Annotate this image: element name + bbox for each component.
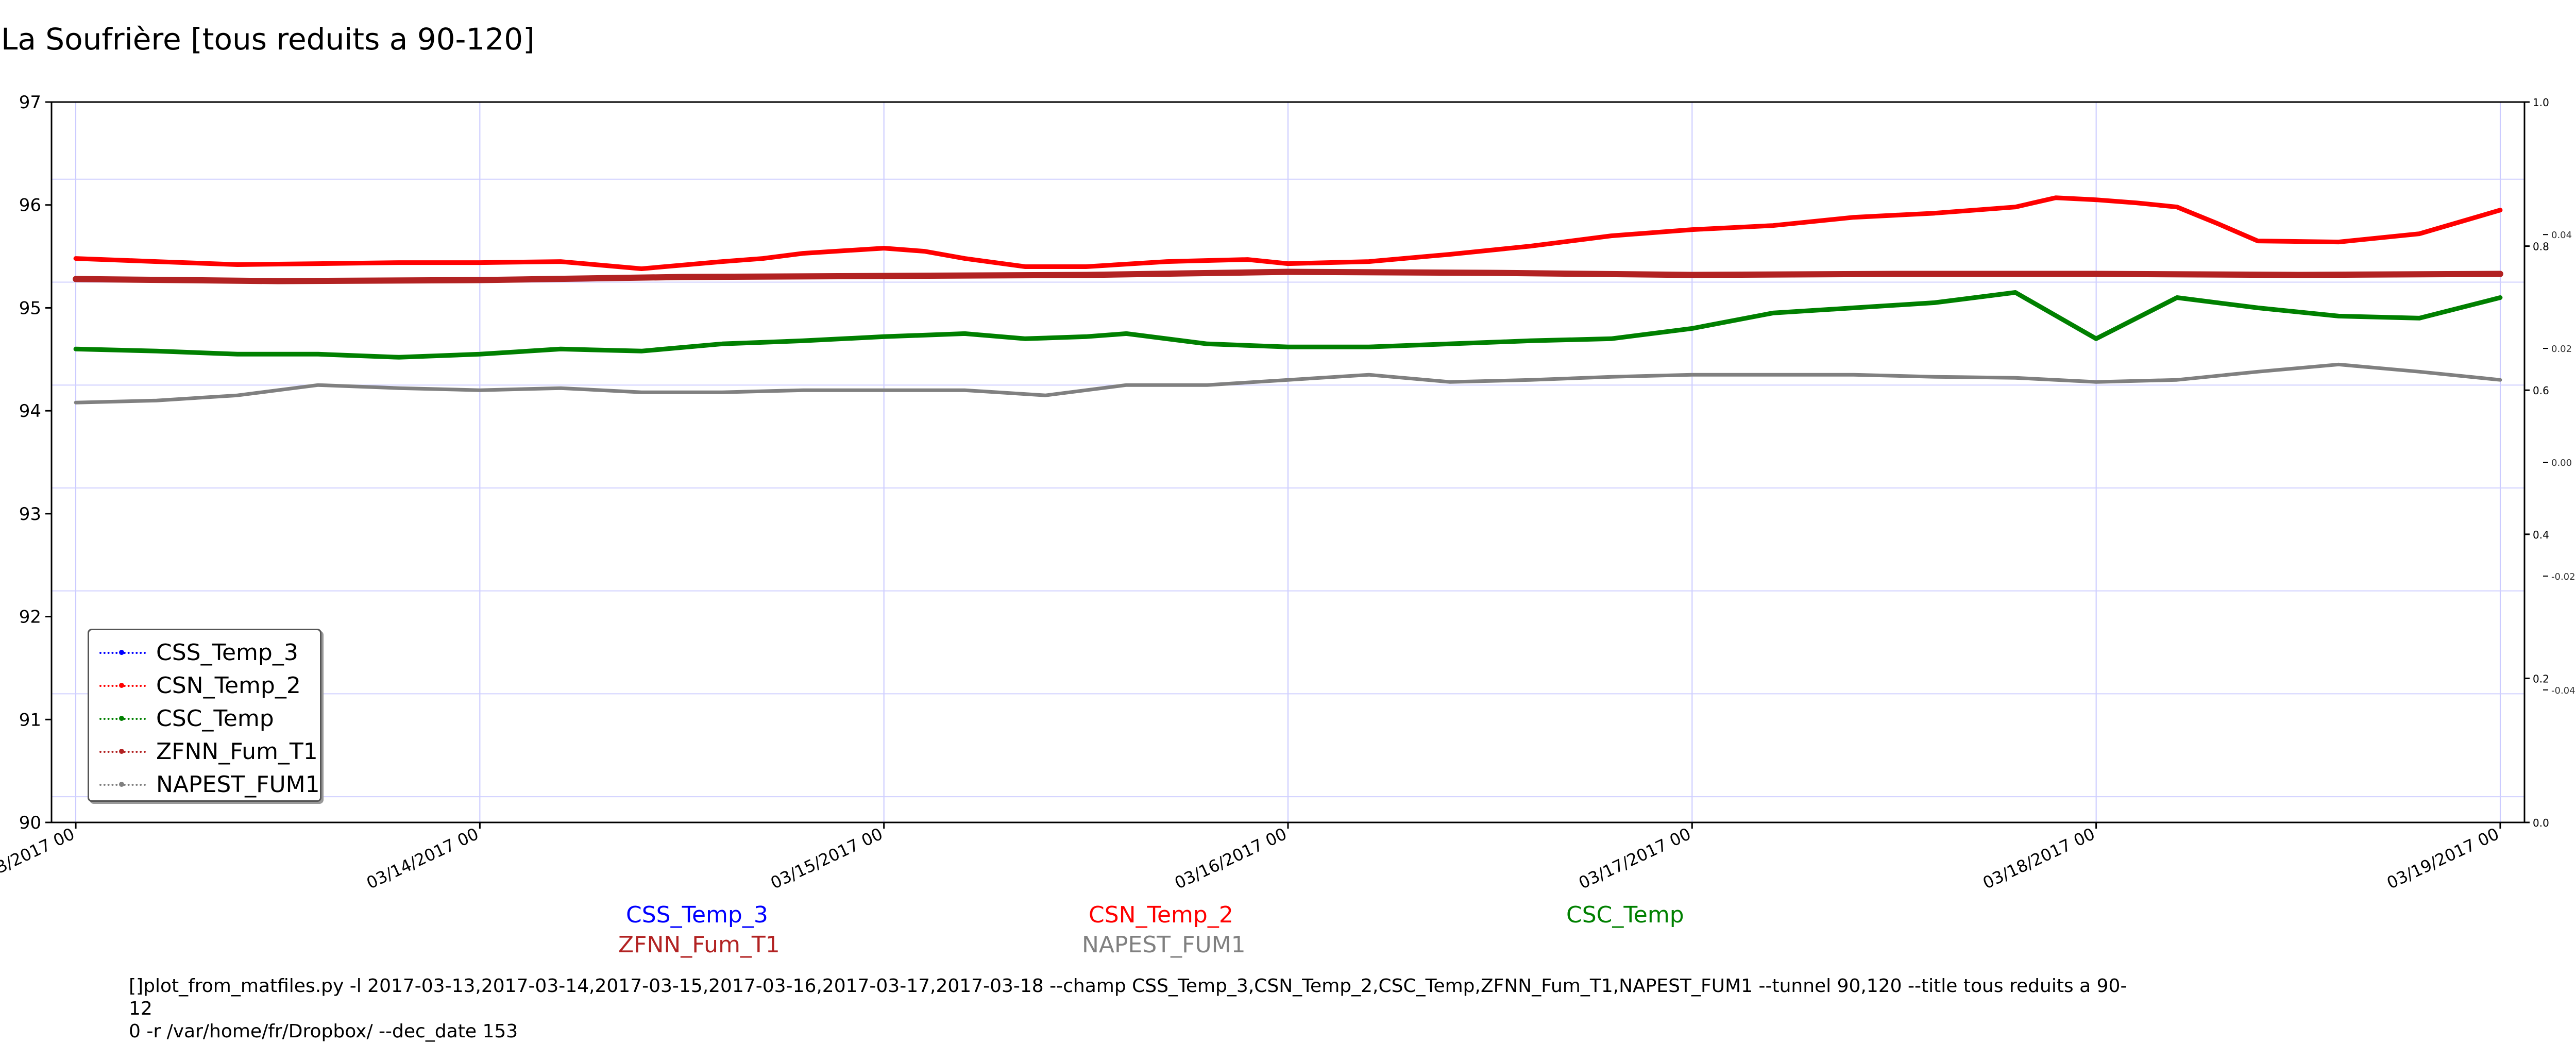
x-tick-label: 03/16/2017 00 — [1172, 824, 1290, 893]
legend: CSS_Temp_3 CSN_Temp_2 CSC_Temp ZFNN_Fum_… — [88, 629, 321, 802]
x-tick-label: 03/19/2017 00 — [2384, 824, 2502, 893]
right-tick-label: 0.6 — [2533, 384, 2549, 397]
series-label-napest-fum1: NAPEST_FUM1 — [1082, 932, 1246, 958]
x-tick-label: 03/18/2017 00 — [1980, 824, 2098, 893]
right-inner-tick-label: -0.04 — [2551, 685, 2575, 696]
legend-item: CSN_Temp_2 — [89, 669, 320, 702]
legend-label: CSN_Temp_2 — [156, 672, 301, 699]
y-tick-label: 90 — [19, 813, 41, 833]
y-tick-label: 96 — [19, 195, 41, 216]
y-tick-label: 91 — [19, 710, 41, 730]
series-line-zfnn-fum-t1 — [73, 268, 2503, 284]
legend-item: CSC_Temp — [89, 702, 320, 735]
right-tick-label: 0.8 — [2533, 241, 2549, 253]
legend-label: ZFNN_Fum_T1 — [156, 738, 318, 765]
y-axis-right-inner: -0.04 -0.02 0.00 0.02 0.04 — [2543, 230, 2575, 696]
right-tick-label: 0.2 — [2533, 672, 2549, 685]
series-line-csn-temp-2 — [73, 195, 2503, 271]
right-tick-label: 0.0 — [2533, 817, 2549, 829]
chart-plot: 90 91 92 93 94 95 96 97 03/13/2017 00 03/14/2017… — [0, 92, 2575, 893]
legend-label: CSS_Temp_3 — [156, 640, 298, 666]
series-label-css-temp-3: CSS_Temp_3 — [626, 902, 768, 928]
x-tick-label: 03/15/2017 00 — [768, 824, 886, 893]
series-line-csc-temp — [73, 290, 2503, 360]
right-tick-label: 1.0 — [2533, 96, 2549, 109]
y-tick-label: 94 — [19, 401, 41, 422]
y-tick-label: 93 — [19, 504, 41, 525]
y-axis-left: 90 91 92 93 94 95 96 97 — [19, 92, 52, 833]
right-inner-tick-label: -0.02 — [2551, 571, 2575, 582]
y-tick-label: 97 — [19, 92, 41, 113]
chart-title: La Soufrière [tous reduits a 90-120] — [1, 22, 535, 57]
x-tick-label: 03/14/2017 00 — [363, 824, 481, 893]
x-tick-label: 03/13/2017 00 — [0, 824, 77, 893]
series-line-napest-fum1 — [74, 362, 2502, 405]
series-label-zfnn-fum-t1: ZFNN_Fum_T1 — [618, 932, 780, 958]
y-tick-label: 95 — [19, 298, 41, 318]
legend-item: NAPEST_FUM1 — [89, 768, 320, 801]
series-label-csn-temp-2: CSN_Temp_2 — [1089, 902, 1233, 928]
y-axis-right-outer: 0.0 0.2 0.4 0.6 0.8 1.0 — [2524, 96, 2549, 829]
right-inner-tick-label: 0.00 — [2551, 458, 2572, 468]
command-line-caption: []plot_from_matfiles.py -l 2017-03-13,20… — [129, 975, 2127, 1042]
series-layer — [73, 195, 2503, 405]
x-axis: 03/13/2017 00 03/14/2017 00 03/15/2017 00 0… — [0, 822, 2502, 893]
grid — [52, 102, 2524, 822]
legend-label: CSC_Temp — [156, 705, 274, 732]
legend-label: NAPEST_FUM1 — [156, 771, 320, 798]
series-label-csc-temp: CSC_Temp — [1566, 902, 1684, 928]
legend-item: CSS_Temp_3 — [89, 636, 320, 669]
y-tick-label: 92 — [19, 607, 41, 628]
right-inner-tick-label: 0.04 — [2551, 230, 2572, 241]
right-inner-tick-label: 0.02 — [2551, 344, 2572, 355]
legend-item: ZFNN_Fum_T1 — [89, 735, 320, 768]
right-tick-label: 0.4 — [2533, 529, 2549, 541]
x-tick-label: 03/17/2017 00 — [1575, 824, 1693, 893]
